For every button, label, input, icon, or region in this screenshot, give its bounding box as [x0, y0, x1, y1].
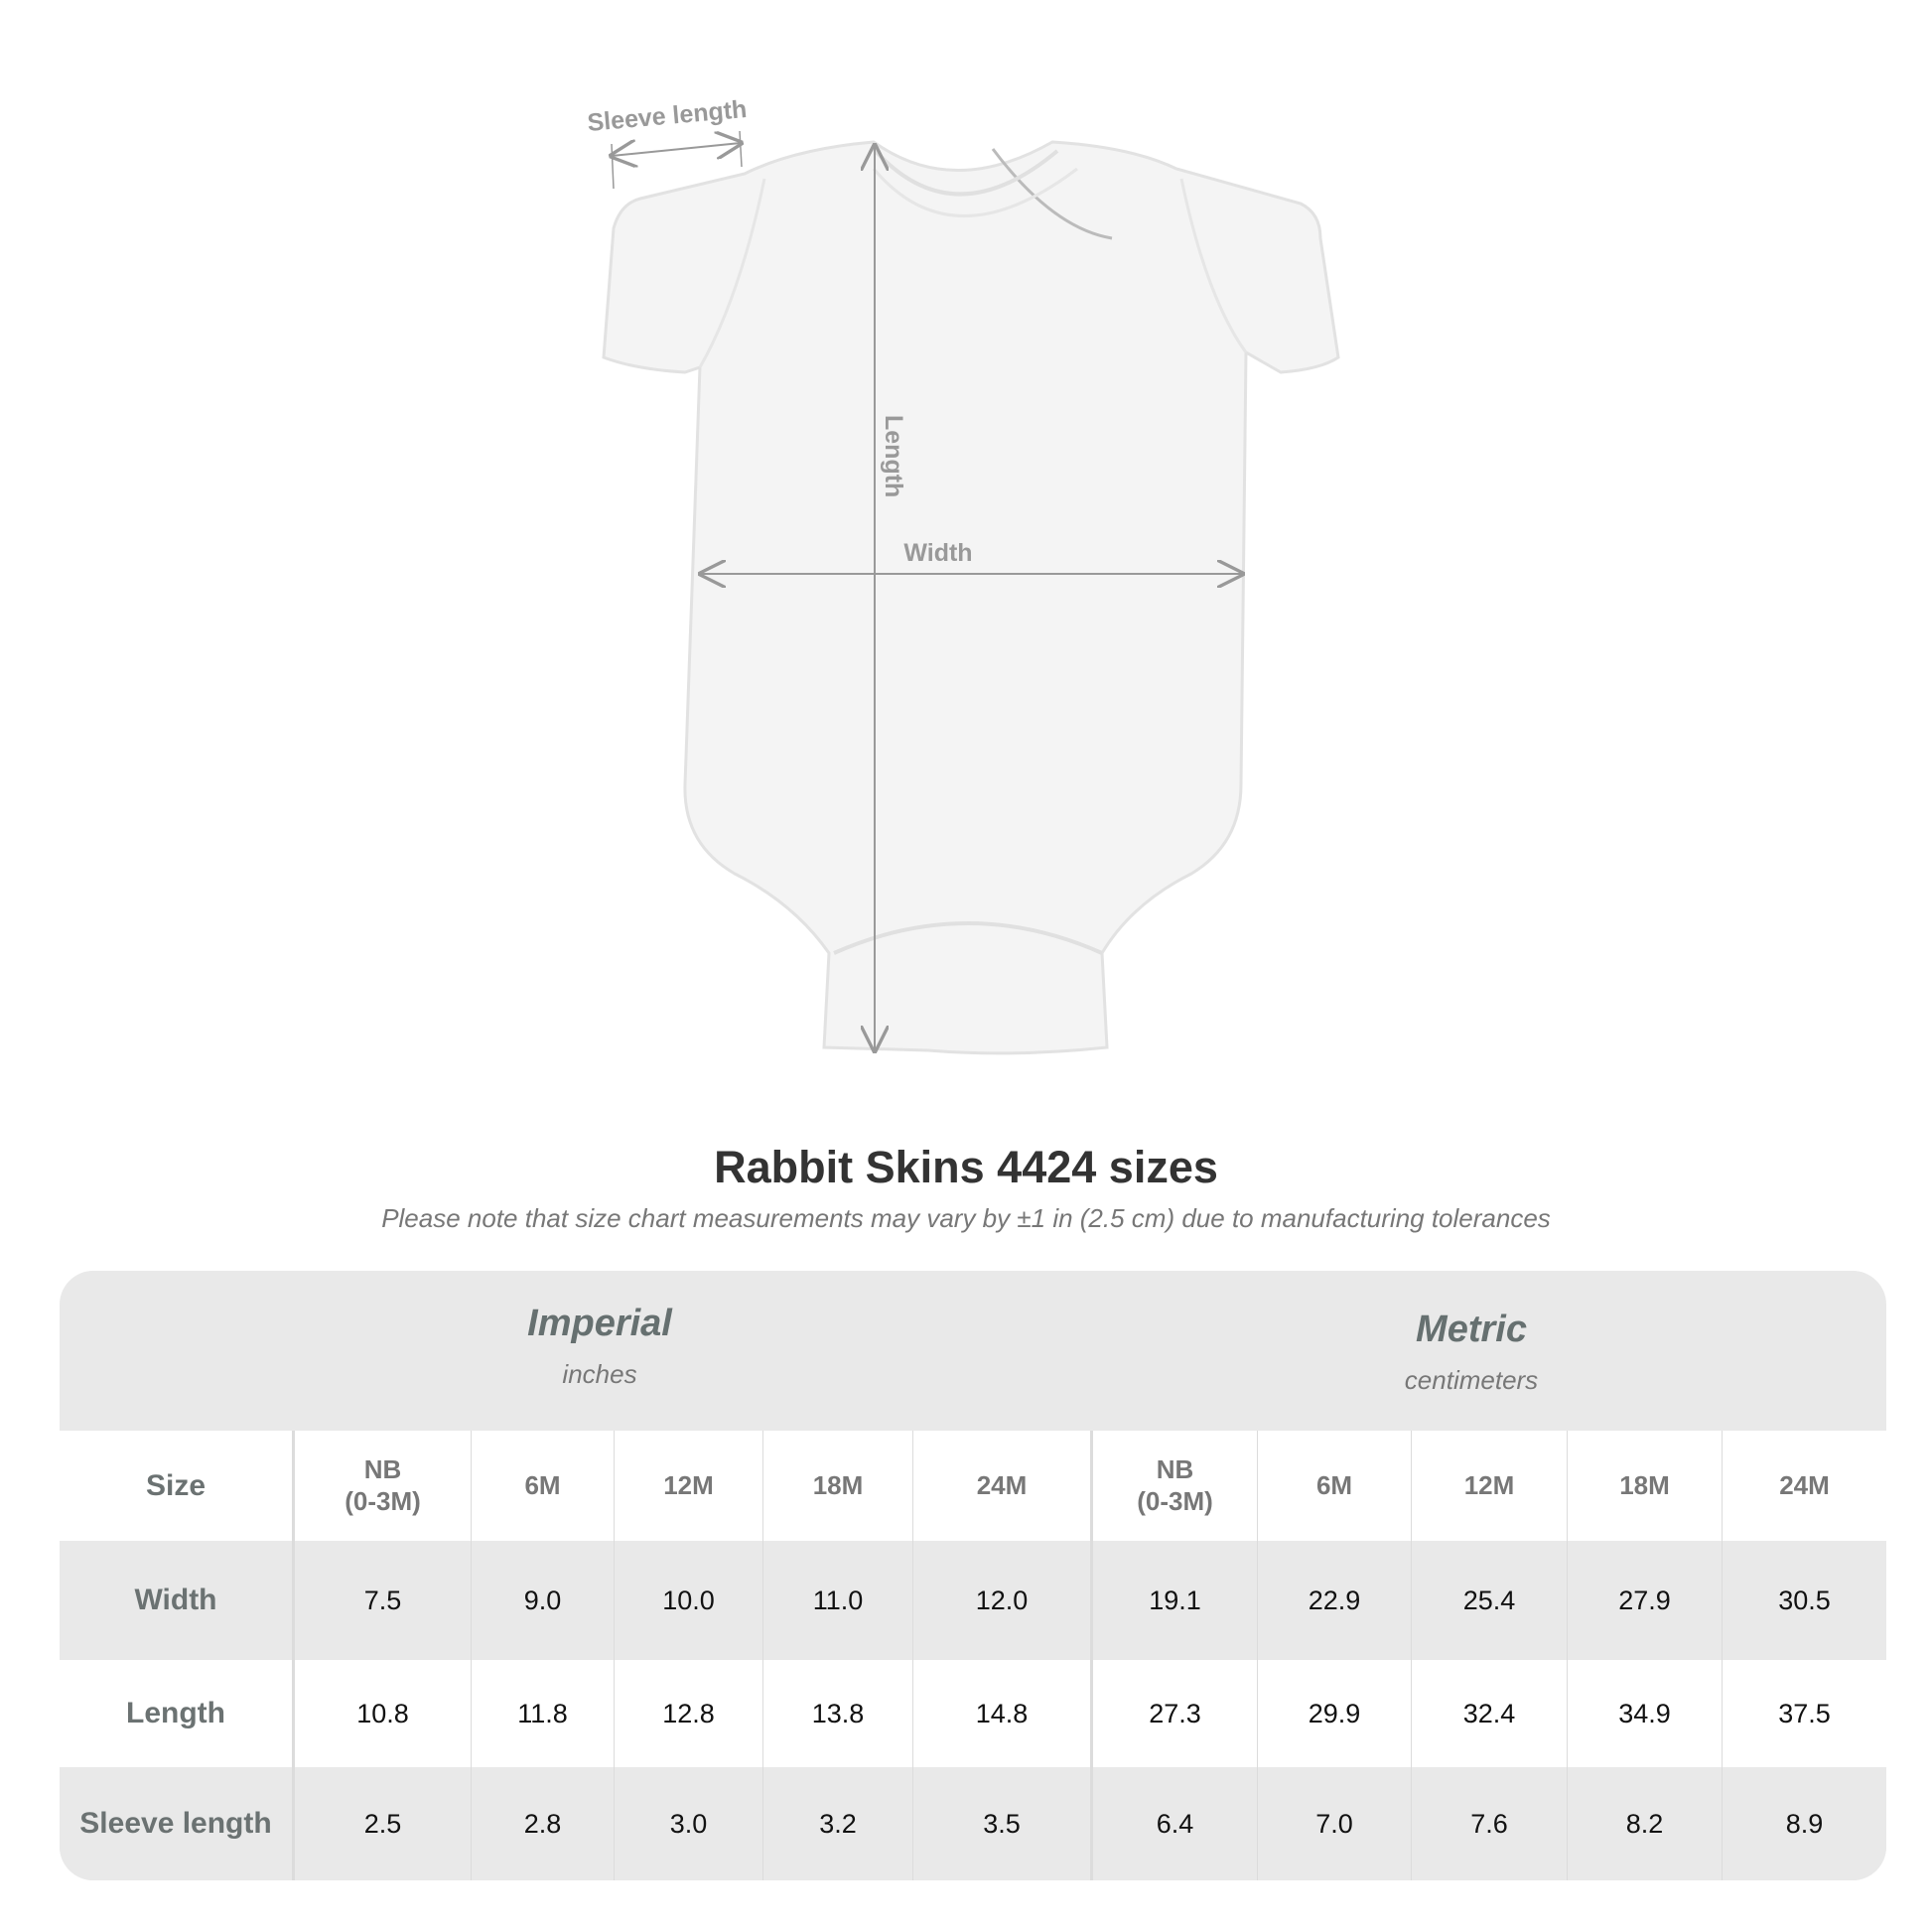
value-cell-imperial: 2.5 [292, 1767, 471, 1880]
value-cell-imperial: 12.0 [912, 1541, 1090, 1660]
size-header-imperial: 18M [762, 1431, 912, 1541]
size-header-imperial: 12M [614, 1431, 762, 1541]
value-cell-metric: 7.0 [1257, 1767, 1411, 1880]
value-cell-metric: 25.4 [1411, 1541, 1567, 1660]
value-cell-metric: 6.4 [1090, 1767, 1257, 1880]
value-cell-metric: 29.9 [1257, 1660, 1411, 1767]
metric-header: Metric centimeters [1405, 1309, 1538, 1396]
imperial-header: Imperial inches [527, 1303, 672, 1390]
value-cell-metric: 7.6 [1411, 1767, 1567, 1880]
onesie-image [602, 140, 1340, 1055]
value-cell-metric: 8.9 [1722, 1767, 1886, 1880]
size-header-imperial: 6M [471, 1431, 614, 1541]
value-cell-imperial: 11.8 [471, 1660, 614, 1767]
imperial-title: Imperial [527, 1303, 672, 1344]
value-cell-metric: 27.9 [1567, 1541, 1722, 1660]
size-header-metric: 12M [1411, 1431, 1567, 1541]
value-cell-metric: 8.2 [1567, 1767, 1722, 1880]
value-cell-metric: 19.1 [1090, 1541, 1257, 1660]
value-cell-metric: 30.5 [1722, 1541, 1886, 1660]
width-label: Width [903, 539, 972, 567]
table-row [60, 1541, 1886, 1660]
imperial-unit: inches [562, 1359, 637, 1389]
size-header-metric: 18M [1567, 1431, 1722, 1541]
value-cell-imperial: 3.2 [762, 1767, 912, 1880]
value-cell-imperial: 3.0 [614, 1767, 762, 1880]
row-label: Length [126, 1697, 225, 1729]
onesie-diagram: Sleeve length Length Width [586, 95, 1340, 1055]
value-cell-metric: 22.9 [1257, 1541, 1411, 1660]
value-cell-imperial: 7.5 [292, 1541, 471, 1660]
size-label: Size [145, 1468, 207, 1502]
value-cell-imperial: 3.5 [912, 1767, 1090, 1880]
value-cell-imperial: 12.8 [614, 1660, 762, 1767]
value-cell-imperial: 10.0 [614, 1541, 762, 1660]
sleeve-length-label: Sleeve length [586, 95, 748, 137]
size-header-row [60, 1431, 1886, 1541]
value-cell-imperial: 14.8 [912, 1660, 1090, 1767]
table-row [60, 1660, 1886, 1767]
value-cell-imperial: 10.8 [292, 1660, 471, 1767]
value-cell-imperial: 9.0 [471, 1541, 614, 1660]
row-label: Sleeve length [79, 1807, 272, 1840]
value-cell-metric: 37.5 [1722, 1660, 1886, 1767]
size-header-imperial: 24M [912, 1431, 1090, 1541]
size-header-metric: 6M [1257, 1431, 1411, 1541]
size-header-imperial: NB (0-3M) [292, 1431, 471, 1541]
value-cell-imperial: 13.8 [762, 1660, 912, 1767]
value-cell-imperial: 11.0 [762, 1541, 912, 1660]
size-header-metric: NB (0-3M) [1090, 1431, 1257, 1541]
tolerance-note: Please note that size chart measurements… [381, 1203, 1551, 1233]
page-title: Rabbit Skins 4424 sizes [714, 1142, 1218, 1192]
table-row [60, 1767, 1886, 1880]
size-table: Imperial inches Metric centimeters Size N… [60, 1271, 1886, 1880]
value-cell-metric: 27.3 [1090, 1660, 1257, 1767]
row-label: Width [134, 1584, 217, 1616]
sleeve-arrow [612, 143, 741, 156]
value-cell-imperial: 2.8 [471, 1767, 614, 1880]
value-cell-metric: 34.9 [1567, 1660, 1722, 1767]
value-cell-metric: 32.4 [1411, 1660, 1567, 1767]
size-header-metric: 24M [1722, 1431, 1886, 1541]
metric-title: Metric [1416, 1309, 1527, 1350]
metric-unit: centimeters [1404, 1365, 1539, 1395]
length-label: Length [880, 415, 907, 497]
